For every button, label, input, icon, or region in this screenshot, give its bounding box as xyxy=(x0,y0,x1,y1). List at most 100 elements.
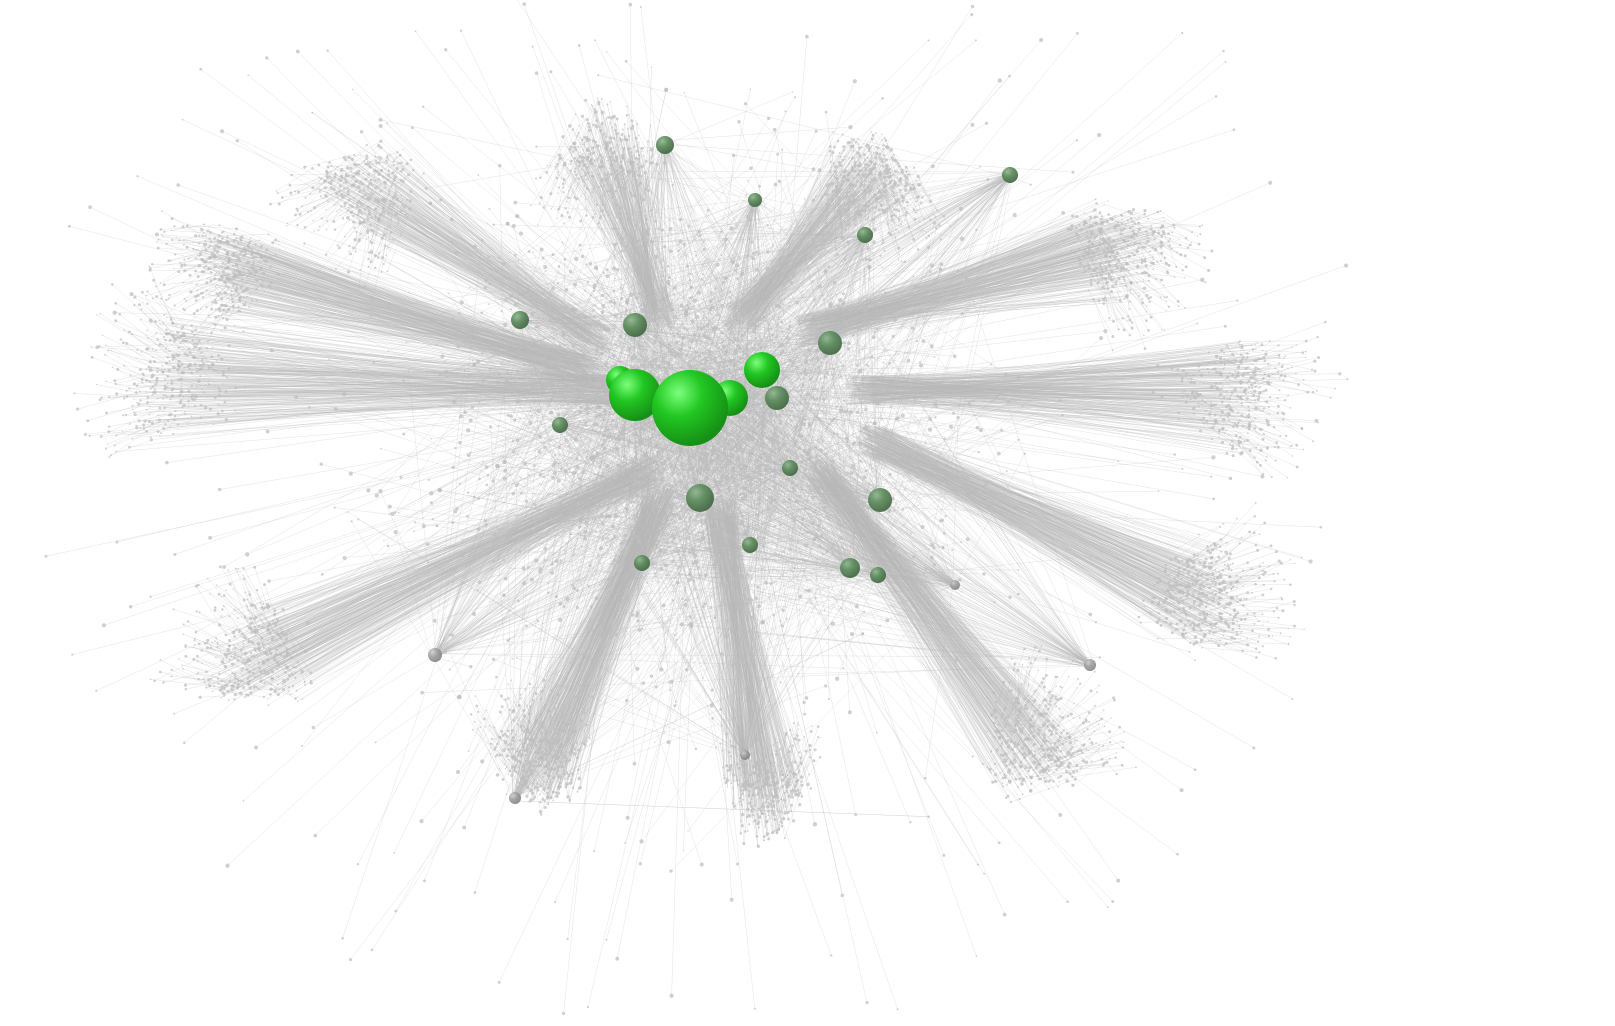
small-node xyxy=(671,308,674,311)
small-node xyxy=(226,691,228,693)
small-node xyxy=(540,744,542,746)
small-node xyxy=(242,567,244,569)
small-node xyxy=(567,507,570,510)
small-node xyxy=(522,781,525,784)
small-node xyxy=(555,559,559,563)
small-node xyxy=(637,239,641,243)
small-node xyxy=(1034,658,1036,660)
small-node xyxy=(812,280,814,282)
small-node xyxy=(833,281,837,285)
small-node xyxy=(514,303,518,307)
small-node xyxy=(1067,766,1070,769)
small-node xyxy=(766,455,770,459)
small-node xyxy=(701,525,702,526)
small-node xyxy=(1094,705,1096,707)
small-node xyxy=(764,543,766,545)
small-node xyxy=(180,334,183,337)
small-node xyxy=(520,725,523,728)
small-node xyxy=(810,730,813,733)
small-node xyxy=(607,302,608,303)
small-node xyxy=(887,306,888,307)
small-node xyxy=(157,397,159,399)
small-node xyxy=(518,782,520,784)
small-node xyxy=(476,383,479,386)
small-node xyxy=(173,337,177,341)
small-node xyxy=(737,755,739,757)
small-node xyxy=(547,803,549,805)
small-node xyxy=(524,770,527,773)
small-node xyxy=(188,368,191,371)
small-node xyxy=(1013,766,1016,769)
small-node xyxy=(763,766,766,769)
small-node xyxy=(646,356,648,358)
small-node xyxy=(602,472,604,474)
small-node xyxy=(586,628,588,630)
small-node xyxy=(528,712,531,715)
small-node xyxy=(216,360,217,361)
small-node xyxy=(1029,789,1032,792)
small-node xyxy=(221,608,223,610)
small-node xyxy=(1252,568,1254,570)
small-node xyxy=(241,669,243,671)
small-node xyxy=(274,608,275,609)
small-node xyxy=(918,217,919,218)
small-node xyxy=(760,792,762,794)
small-node xyxy=(977,513,979,515)
small-node xyxy=(111,283,114,286)
small-node xyxy=(798,765,799,766)
small-node xyxy=(1101,758,1104,761)
small-node xyxy=(731,475,734,478)
small-node xyxy=(542,753,545,756)
small-node xyxy=(956,416,959,419)
small-node xyxy=(213,423,214,424)
small-node xyxy=(781,321,783,323)
small-node xyxy=(1027,769,1030,772)
small-node xyxy=(751,798,753,800)
small-node xyxy=(822,238,825,241)
small-node xyxy=(1098,744,1100,746)
small-node xyxy=(258,667,261,670)
small-node xyxy=(635,667,639,671)
small-node xyxy=(928,326,929,327)
small-node xyxy=(529,706,531,708)
small-node xyxy=(1039,772,1041,774)
small-node xyxy=(667,494,668,495)
small-node xyxy=(541,723,543,725)
small-node xyxy=(757,635,760,638)
small-node xyxy=(475,704,478,707)
small-node xyxy=(482,338,484,340)
small-node xyxy=(767,810,770,813)
small-node xyxy=(1068,676,1069,677)
small-node xyxy=(995,395,998,398)
small-node xyxy=(503,469,507,473)
small-node xyxy=(708,474,710,476)
small-node xyxy=(546,779,547,780)
small-node xyxy=(275,661,278,664)
small-node xyxy=(522,566,526,570)
small-node xyxy=(1000,729,1003,732)
small-node xyxy=(427,561,429,563)
small-node xyxy=(504,733,507,736)
small-node xyxy=(221,330,222,331)
small-node xyxy=(166,397,167,398)
small-node xyxy=(775,750,777,752)
small-node xyxy=(599,546,603,550)
small-node xyxy=(477,589,479,591)
small-node xyxy=(662,549,666,553)
small-node xyxy=(815,348,818,351)
small-node xyxy=(804,419,807,422)
small-node xyxy=(1211,548,1214,551)
small-node xyxy=(742,799,744,801)
small-node xyxy=(774,769,776,771)
small-node xyxy=(241,661,243,663)
small-node xyxy=(1034,750,1036,752)
small-node xyxy=(700,575,702,577)
small-node xyxy=(757,536,761,540)
small-node xyxy=(549,768,551,770)
small-node xyxy=(990,750,992,752)
small-node xyxy=(146,330,148,332)
small-node xyxy=(247,677,250,680)
small-node xyxy=(519,749,521,751)
small-node xyxy=(716,309,718,311)
small-node xyxy=(1047,703,1049,705)
